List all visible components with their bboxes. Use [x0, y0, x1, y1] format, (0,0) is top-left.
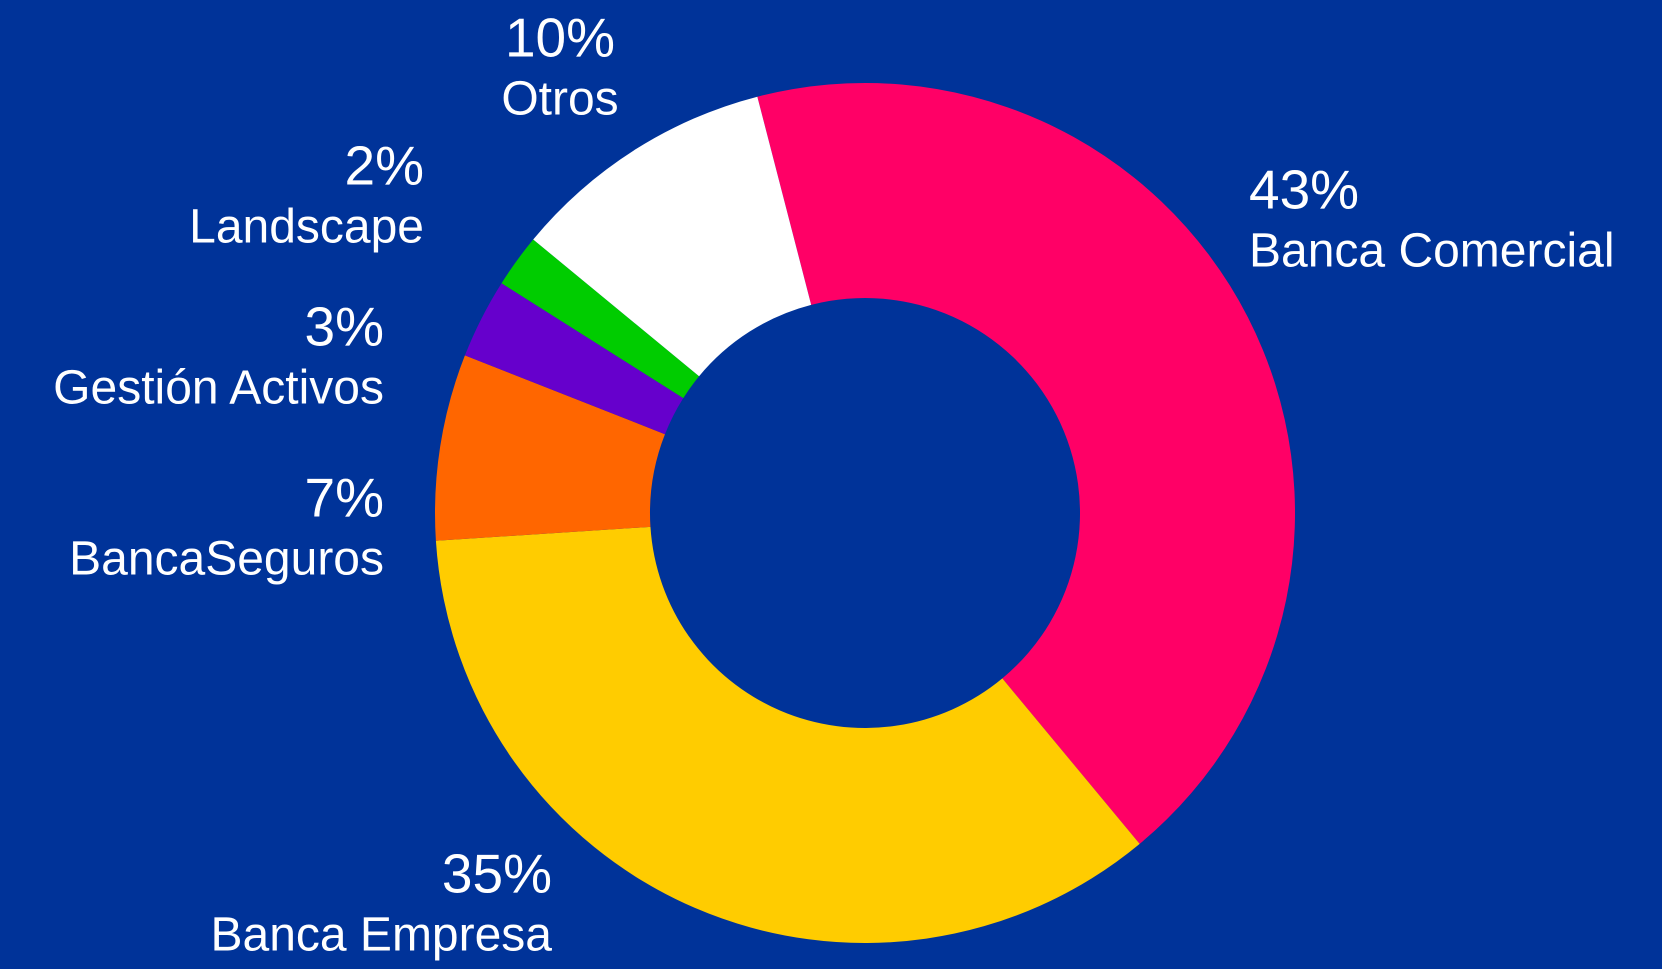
slice-category-label: BancaSeguros	[69, 533, 384, 586]
slice-value-label: 10%	[505, 7, 615, 69]
slice-value-label: 2%	[345, 135, 425, 197]
slice-value-label: 43%	[1249, 159, 1359, 221]
slice-category-label: Otros	[501, 73, 618, 126]
slice-value-label: 7%	[305, 467, 385, 529]
slice-category-label: Landscape	[189, 201, 424, 254]
slice-value-label: 35%	[442, 843, 552, 905]
donut-slice	[757, 83, 1295, 844]
donut-slice	[501, 239, 700, 399]
slice-category-label: Gestión Activos	[53, 362, 384, 415]
slice-category-label: Banca Empresa	[210, 909, 552, 962]
slice-category-label: Banca Comercial	[1249, 225, 1614, 278]
donut-slice	[435, 526, 1140, 943]
donut-slice	[533, 96, 812, 377]
donut-slice	[435, 355, 665, 541]
donut-slice	[464, 283, 684, 435]
slice-value-label: 3%	[305, 296, 385, 358]
